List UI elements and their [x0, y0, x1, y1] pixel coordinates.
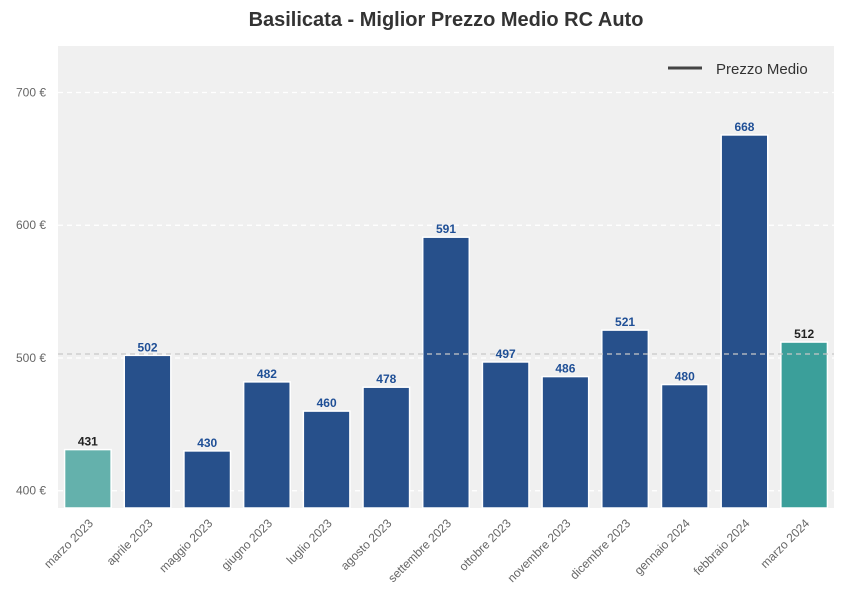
bar-value-label: 478 [376, 372, 396, 386]
bar [660, 383, 709, 509]
y-axis-ticks: 400 € 500 € 600 € 700 € [16, 85, 46, 497]
bar [302, 410, 351, 509]
x-tick-label: luglio 2023 [284, 516, 335, 567]
bar-value-label: 486 [555, 362, 575, 376]
bar-value-label: 521 [615, 315, 635, 329]
bar-value-label: 668 [734, 120, 754, 134]
legend: Prezzo Medio [668, 61, 808, 78]
bar-value-label: 591 [436, 222, 456, 236]
y-tick-label: 600 € [16, 218, 46, 232]
bar [183, 450, 232, 509]
x-tick-label: maggio 2023 [156, 516, 215, 575]
bar [63, 448, 112, 509]
bar [780, 341, 829, 509]
bar-value-label: 460 [317, 396, 337, 410]
bar-value-label: 502 [138, 340, 158, 354]
x-tick-label: aprile 2023 [104, 516, 156, 568]
y-tick-label: 700 € [16, 85, 46, 99]
x-tick-label: dicembre 2023 [567, 516, 633, 582]
x-tick-label: marzo 2023 [41, 516, 96, 571]
x-tick-label: febbraio 2024 [691, 516, 753, 578]
bar [481, 361, 530, 509]
x-tick-label: gennaio 2024 [632, 516, 694, 578]
bar [123, 354, 172, 509]
bar [421, 236, 471, 509]
bar [362, 386, 411, 509]
bar [541, 375, 590, 509]
bar [242, 381, 291, 509]
bar-value-label: 431 [78, 435, 98, 449]
x-axis-ticks: marzo 2023 aprile 2023 maggio 2023 giugno 2… [41, 516, 812, 585]
bar-value-label: 480 [675, 370, 695, 384]
x-tick-label: agosto 2023 [338, 516, 395, 573]
bar-value-label: 482 [257, 367, 277, 381]
x-tick-label: marzo 2024 [758, 516, 813, 571]
legend-label: Prezzo Medio [716, 61, 808, 78]
bar [720, 134, 769, 509]
x-tick-label: novembre 2023 [505, 516, 574, 585]
bar-value-label: 512 [794, 327, 814, 341]
y-tick-label: 400 € [16, 484, 46, 498]
chart-title: Basilicata - Miglior Prezzo Medio RC Aut… [249, 9, 644, 31]
bar-value-label: 497 [496, 347, 516, 361]
bar-value-label: 430 [197, 436, 217, 450]
bar [601, 329, 650, 509]
x-tick-label: giugno 2023 [218, 516, 275, 573]
bars [63, 134, 829, 509]
value-labels: 431 502 430 482 460 478 591 497 486 521 480 668 512 [78, 120, 815, 450]
x-tick-label: ottobre 2023 [456, 516, 514, 574]
y-tick-label: 500 € [16, 351, 46, 365]
x-tick-label: settembre 2023 [385, 516, 454, 585]
